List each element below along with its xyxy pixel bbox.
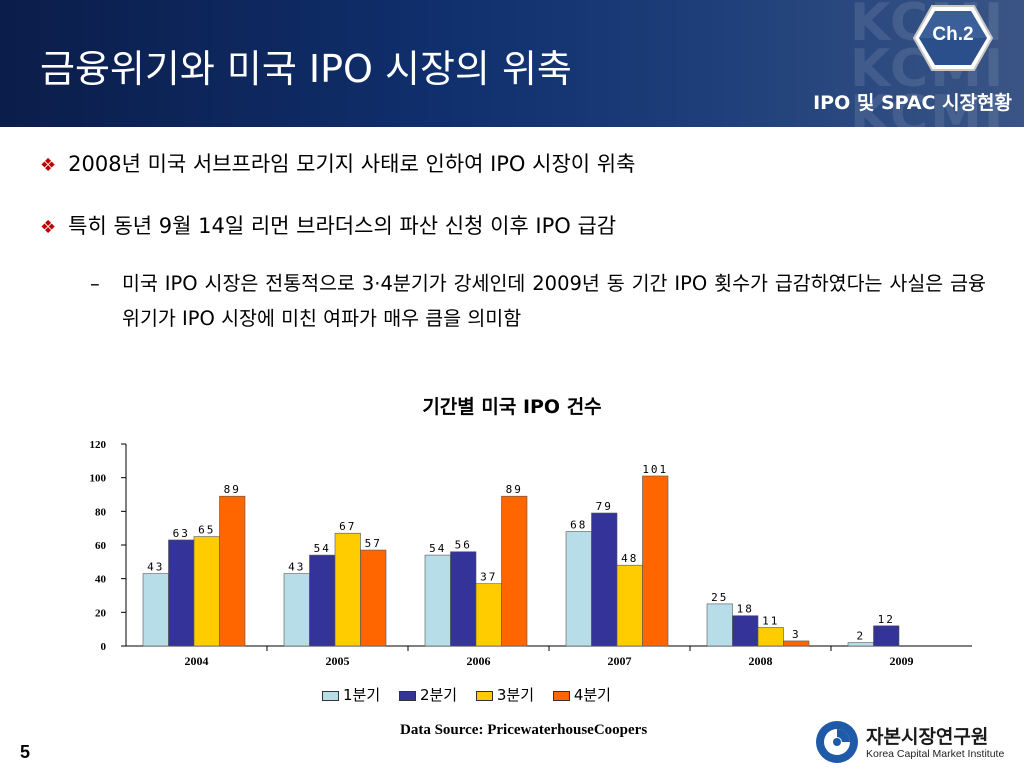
- data-label: 25: [711, 591, 728, 604]
- y-tick-label: 100: [90, 473, 107, 485]
- sub-bullet-item: – 미국 IPO 시장은 전통적으로 3·4분기가 강세인데 2009년 동 기…: [90, 266, 986, 336]
- legend-label: 4분기: [573, 686, 611, 704]
- x-tick-label: 2009: [890, 654, 914, 668]
- legend-swatch: [322, 690, 339, 701]
- legend-item-q1: 1분기: [322, 684, 380, 705]
- ipo-bar-chart: 0 20 40 60 80 100 120 2004 43 63 65 89 2005 43 54 67 57 2…: [90, 439, 972, 668]
- x-tick-label: 2008: [749, 654, 773, 668]
- kcmi-emblem-icon: [816, 721, 858, 763]
- kcmi-logo: 자본시장연구원 Korea Capital Market Institute: [812, 718, 1022, 766]
- x-tick-label: 2006: [467, 654, 491, 668]
- data-label: 54: [429, 542, 446, 555]
- bar-2분기: [732, 615, 759, 647]
- y-tick-label: 20: [95, 607, 107, 619]
- data-label: 101: [642, 463, 668, 476]
- bar-2분기: [309, 554, 336, 647]
- bar-3분기: [334, 532, 361, 647]
- bullet-text: 2008년 미국 서브프라임 모기지 사태로 인하여 IPO 시장이 위축: [68, 152, 636, 176]
- data-label: 63: [173, 527, 190, 540]
- data-label: 89: [224, 483, 241, 496]
- bar-2분기: [168, 539, 195, 647]
- bar-1분기: [283, 573, 310, 647]
- data-label: 56: [455, 539, 472, 552]
- bar-1분기: [424, 554, 451, 647]
- page-number: 5: [20, 742, 31, 762]
- data-label: 54: [314, 542, 331, 555]
- y-tick-label: 60: [95, 540, 107, 552]
- y-tick-label: 40: [95, 574, 107, 586]
- data-label: 11: [762, 614, 779, 627]
- data-label: 18: [737, 603, 754, 616]
- sub-bullet-text: 미국 IPO 시장은 전통적으로 3·4분기가 강세인데 2009년 동 기간 …: [122, 272, 986, 330]
- bar-3분기: [757, 627, 784, 647]
- logo-name-ko: 자본시장연구원: [866, 726, 989, 748]
- data-source-note: Data Source: PricewaterhouseCoopers: [400, 722, 648, 738]
- bar-4분기: [360, 549, 387, 647]
- bar-1분기: [565, 531, 592, 647]
- chapter-badge-hexagon-icon: [912, 5, 994, 71]
- header-banner: KCMIKCMIKCMI 금융위기와 미국 IPO 시장의 위축 IPO 및 S…: [0, 0, 1024, 127]
- legend-label: 1분기: [343, 686, 381, 704]
- x-tick-label: 2004: [185, 654, 209, 668]
- data-label: 48: [621, 552, 638, 565]
- y-tick-label: 0: [101, 641, 107, 653]
- bar-3분기: [616, 564, 643, 647]
- data-label: 68: [570, 519, 587, 532]
- chart-title: 기간별 미국 IPO 건수: [422, 396, 602, 418]
- legend-swatch: [398, 690, 416, 701]
- x-tick-label: 2007: [608, 654, 632, 668]
- chart-legend: 1분기 2분기 3분기 4분기: [322, 684, 625, 705]
- bar-2분기: [591, 512, 618, 647]
- data-label: 79: [596, 500, 613, 513]
- data-label: 57: [365, 537, 382, 550]
- data-label: 43: [288, 561, 305, 574]
- legend-label: 2분기: [419, 686, 458, 704]
- y-tick-label: 120: [90, 439, 107, 451]
- bar-1분기: [847, 642, 874, 647]
- x-tick-label: 2005: [326, 654, 350, 668]
- bar-3분기: [475, 583, 502, 647]
- legend-item-q4: 4분기: [552, 684, 611, 705]
- bar-4분기: [783, 640, 810, 647]
- legend-swatch: [475, 690, 493, 701]
- page-title: 금융위기와 미국 IPO 시장의 위축: [40, 47, 572, 91]
- bar-4분기: [501, 495, 528, 647]
- legend-item-q2: 2분기: [398, 684, 458, 705]
- data-label: 2: [856, 630, 865, 643]
- bullet-item-1: ❖ 2008년 미국 서브프라임 모기지 사태로 인하여 IPO 시장이 위축: [40, 148, 635, 178]
- legend-item-q3: 3분기: [475, 684, 535, 705]
- data-label: 3: [792, 628, 801, 641]
- bar-4분기: [642, 475, 669, 647]
- section-subtitle: IPO 및 SPAC 시장현황: [813, 92, 1012, 114]
- data-label: 65: [198, 524, 215, 537]
- bullet-item-2: ❖ 특히 동년 9월 14일 리먼 브라더스의 파산 신청 이후 IPO 급감: [40, 210, 616, 240]
- data-label: 12: [878, 613, 895, 626]
- bar-2분기: [450, 551, 477, 647]
- bar-3분기: [193, 536, 220, 647]
- data-label: 89: [506, 483, 523, 496]
- bar-2분기: [873, 625, 900, 647]
- legend-swatch: [552, 690, 570, 701]
- bar-1분기: [142, 573, 169, 647]
- bullet-text: 특히 동년 9월 14일 리먼 브라더스의 파산 신청 이후 IPO 급감: [68, 214, 617, 238]
- bar-4분기: [219, 495, 246, 647]
- y-tick-label: 80: [95, 506, 107, 518]
- diamond-bullet-icon: ❖: [40, 217, 57, 238]
- dash-bullet-icon: –: [90, 272, 100, 295]
- bar-1분기: [706, 603, 733, 647]
- diamond-bullet-icon: ❖: [40, 155, 57, 176]
- legend-label: 3분기: [496, 686, 535, 704]
- data-label: 43: [147, 561, 164, 574]
- chapter-label: Ch.2: [932, 24, 974, 45]
- data-label: 67: [339, 520, 356, 533]
- data-label: 37: [480, 571, 497, 584]
- logo-name-en: Korea Capital Market Institute: [866, 748, 1005, 760]
